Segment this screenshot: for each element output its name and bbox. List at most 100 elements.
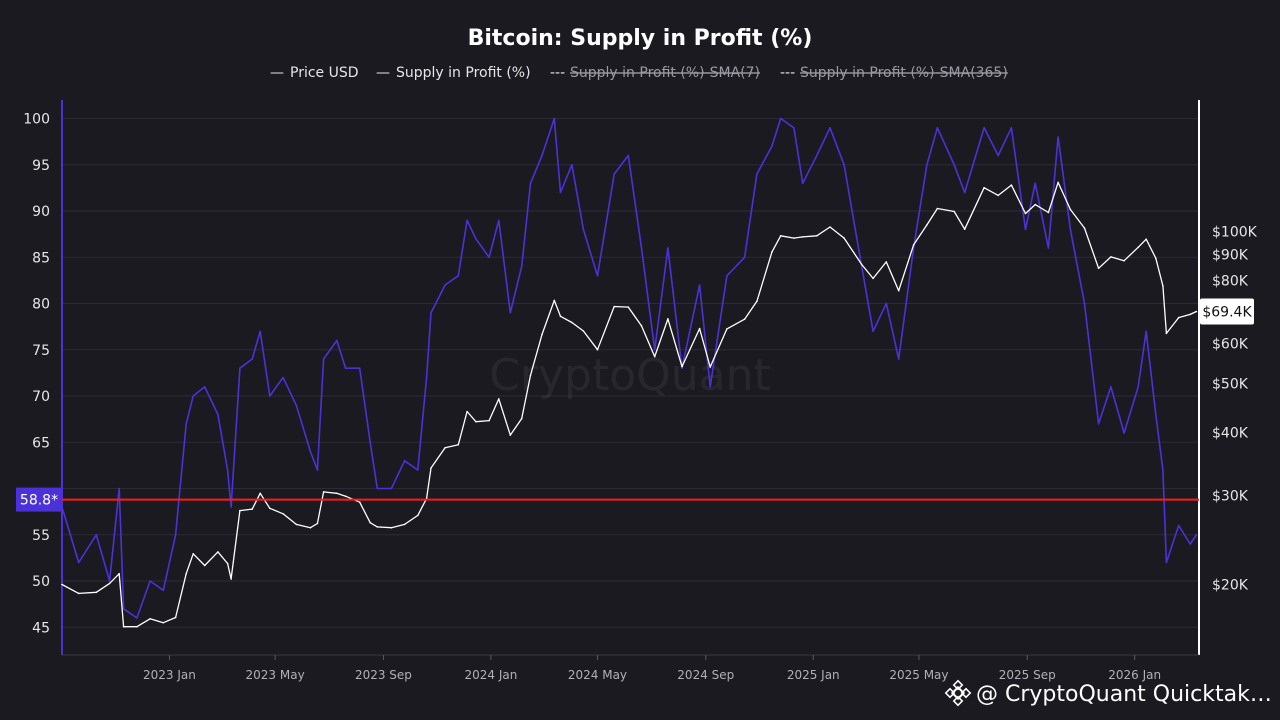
- price-point: [1145, 238, 1147, 240]
- supply-point: [417, 469, 419, 471]
- price-point: [1189, 313, 1191, 316]
- supply-point: [520, 265, 523, 268]
- supply-point: [358, 367, 361, 370]
- legend-item[interactable]: --- Supply in Profit (%)-SMA(365): [780, 65, 1008, 81]
- left-tick-label: 85: [32, 250, 50, 266]
- supply-point: [203, 386, 206, 388]
- price-point: [336, 492, 338, 495]
- supply-point: [926, 164, 928, 166]
- price-point: [61, 583, 63, 586]
- supply-point: [681, 367, 683, 370]
- left-tick-label: 55: [32, 528, 50, 544]
- current-price-label: $69.4K: [1202, 305, 1252, 321]
- supply-point: [885, 302, 888, 305]
- current-price-badge: [1200, 298, 1254, 325]
- supply-point: [259, 330, 262, 333]
- price-point: [259, 492, 262, 495]
- supply-point: [1195, 534, 1198, 536]
- supply-point: [444, 284, 446, 286]
- left-tick-label: 75: [32, 343, 50, 359]
- supply-point: [1155, 413, 1157, 416]
- legend-item[interactable]: --- Supply in Profit (%)-SMA(7): [550, 65, 760, 81]
- supply-point: [1123, 432, 1125, 434]
- badge-layer: $69.4K: [1200, 298, 1254, 325]
- supply-point: [269, 395, 271, 397]
- price-point: [466, 410, 468, 413]
- price-point: [239, 509, 241, 512]
- supply-point: [897, 358, 900, 360]
- price-point: [1097, 267, 1100, 270]
- x-axis: 2023 Jan 2023 May 2023 Sep 2024 Jan 2024 May…: [62, 654, 1199, 682]
- price-point: [230, 578, 232, 580]
- left-tick-label: 65: [32, 435, 50, 451]
- supply-point: [425, 376, 428, 379]
- price-point: [520, 417, 523, 420]
- supply-point: [756, 173, 758, 175]
- price-point: [709, 366, 711, 368]
- price-point: [369, 521, 372, 524]
- price-point: [282, 513, 284, 515]
- price-point: [457, 444, 460, 446]
- supply-point: [541, 154, 543, 157]
- price-point: [926, 224, 928, 226]
- price-point: [1137, 246, 1139, 249]
- price-point: [1110, 256, 1112, 258]
- chart-legend[interactable]: — Price USD — Supply in Profit (%) --- Supply…: [270, 65, 1008, 81]
- right-tick-label: $30K: [1212, 489, 1249, 505]
- price-point: [149, 618, 151, 620]
- price-point: [251, 508, 253, 510]
- price-point: [596, 348, 599, 351]
- left-tick-label: 90: [32, 204, 50, 220]
- x-tick-label: 2023 May: [246, 668, 305, 682]
- price-point: [681, 365, 683, 368]
- price-point: [309, 526, 312, 529]
- supply-point: [709, 386, 711, 388]
- legend-item[interactable]: — Price USD: [270, 65, 359, 81]
- supply-point: [1189, 543, 1191, 545]
- left-axis: 45 50 55 65 70 75 80 85 90 95 100: [23, 100, 63, 655]
- x-tick-label: 2025 May: [889, 668, 948, 682]
- price-point: [1165, 332, 1168, 335]
- supply-point: [322, 358, 325, 360]
- price-point: [843, 237, 845, 239]
- supply-point: [653, 349, 656, 351]
- price-point: [295, 523, 298, 526]
- legend-marker: ---: [780, 65, 795, 81]
- supply-point: [108, 580, 111, 582]
- price-point: [1177, 316, 1180, 319]
- price-point: [779, 235, 782, 237]
- legend-marker: —: [270, 65, 284, 81]
- price-point: [640, 325, 643, 327]
- left-tick-label: 100: [23, 112, 50, 128]
- price-point: [1069, 208, 1072, 211]
- legend-item[interactable]: — Supply in Profit (%): [376, 65, 531, 81]
- price-point: [403, 523, 406, 526]
- supply-point: [1165, 561, 1168, 564]
- right-tick-label: $20K: [1212, 577, 1249, 593]
- price-point: [756, 300, 758, 303]
- supply-point: [344, 367, 347, 370]
- supply-point: [77, 561, 80, 564]
- supply-point: [457, 275, 460, 277]
- price-point: [553, 299, 556, 302]
- supply-point: [801, 182, 804, 185]
- supply-point: [466, 219, 468, 222]
- supply-point: [95, 534, 98, 536]
- supply-point: [509, 312, 512, 314]
- supply-point: [251, 358, 253, 360]
- supply-point: [316, 469, 319, 471]
- price-point: [417, 514, 419, 517]
- supply-point: [667, 247, 669, 249]
- supply-point: [529, 182, 532, 185]
- price-point: [203, 564, 206, 567]
- supply-point: [390, 487, 393, 490]
- supply-point: [174, 534, 177, 536]
- price-point: [1034, 203, 1036, 206]
- price-point: [322, 491, 325, 493]
- right-tick-label: $100K: [1212, 224, 1258, 240]
- price-point: [936, 207, 939, 210]
- binance-diamond-logo: [944, 679, 972, 707]
- price-point: [430, 467, 432, 469]
- price-point: [509, 434, 512, 436]
